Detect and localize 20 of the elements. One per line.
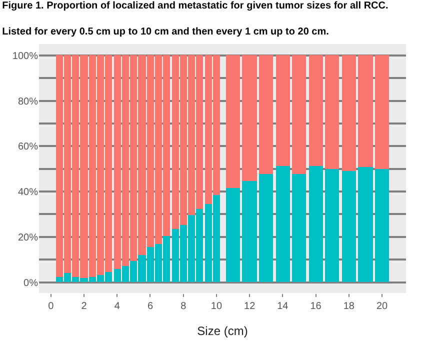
y-tick-label: 100% [12, 50, 38, 62]
chart-title: Figure 1. Proportion of localized and metastatic for given tumor sizes for all RCC. [2, 0, 389, 12]
y-tick-label: 40% [18, 187, 38, 198]
x-tick-label: 4 [114, 301, 120, 312]
x-tick-label: 18 [343, 301, 355, 312]
y-tick-label: 60% [18, 142, 38, 153]
x-tick-label: 0 [48, 301, 54, 312]
x-tick-label: 2 [81, 301, 88, 312]
x-tick-label: 12 [244, 301, 256, 312]
x-tick-label: 8 [180, 301, 187, 312]
x-axis-title: Size (cm) [197, 324, 248, 338]
y-tick-label: 0% [24, 278, 38, 289]
x-tick-label: 6 [147, 301, 154, 312]
y-tick-label: 80% [18, 96, 38, 108]
x-tick-label: 14 [277, 301, 289, 312]
x-tick-label: 10 [210, 301, 222, 312]
chart-subtitle: Listed for every 0.5 cm up to 10 cm and then every 1 cm up to 20 cm. [2, 26, 330, 38]
x-tick-label: 20 [376, 301, 388, 312]
y-tick-label: 20% [18, 232, 38, 244]
x-tick-label: 16 [310, 301, 322, 312]
